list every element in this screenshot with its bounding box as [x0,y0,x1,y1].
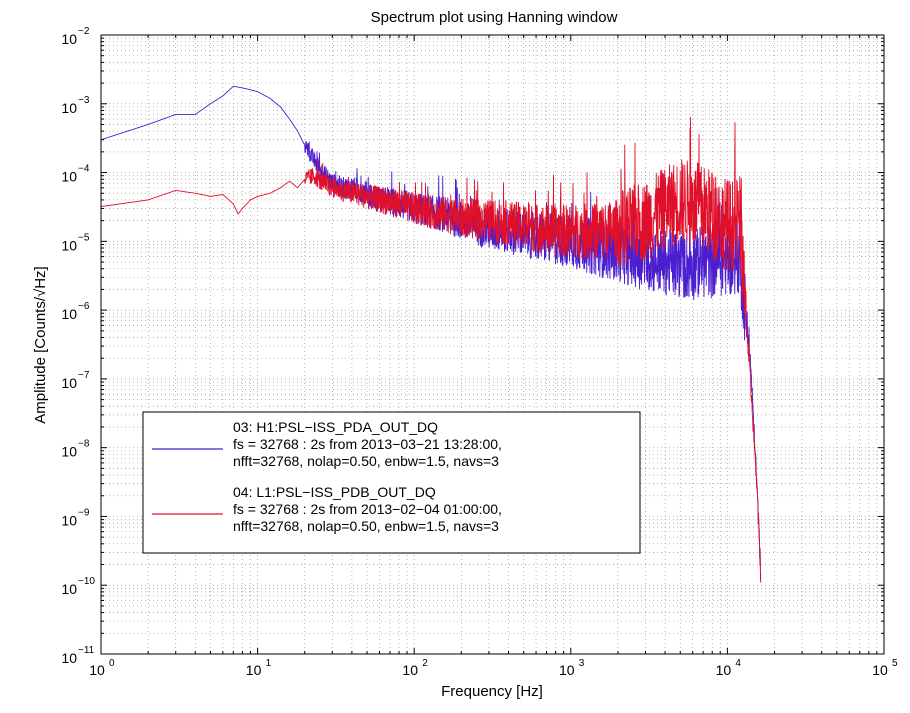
x-tick-label: 10 [402,662,418,678]
y-tick-label: 10 [61,31,77,47]
x-axis-label: Frequency [Hz] [441,683,543,700]
y-tick-label: 10 [61,375,77,391]
y-tick-label-exponent: −8 [78,439,90,450]
legend-text-2-3: nfft=32768, nolap=0.50, enbw=1.5, navs=3 [233,518,499,534]
y-tick-label-exponent: −6 [78,301,90,312]
x-tick-label-exponent: 1 [266,658,272,669]
legend-text-2-2: fs = 32768 : 2s from 2013−02−04 01:00:00… [233,501,502,517]
y-tick-label-exponent: −5 [78,232,90,243]
axis-ticks [100,34,885,655]
y-tick-label-exponent: −11 [78,645,95,656]
y-axis-label: Amplitude [Counts/√Hz] [32,266,49,423]
x-tick-label-exponent: 0 [109,658,115,669]
legend-text-1-1: 03: H1:PSL−ISS_PDA_OUT_DQ [233,419,438,435]
y-tick-label: 10 [61,444,77,460]
y-tick-labels: 10−1110−1010−910−810−710−610−510−410−310… [61,26,95,666]
x-tick-label: 10 [89,662,105,678]
legend-text-1-2: fs = 32768 : 2s from 2013−03−21 13:28:00… [233,436,502,452]
x-tick-label: 10 [872,662,888,678]
y-tick-label: 10 [61,237,77,253]
legend-box [142,411,641,554]
y-tick-label-exponent: −2 [78,26,90,37]
x-tick-label: 10 [559,662,575,678]
x-tick-label-exponent: 2 [422,658,428,669]
y-tick-label: 10 [61,100,77,116]
x-tick-labels: 10 0 10 1 10 2 10 3 10 4 10 5 [89,658,898,678]
chart-title: Spectrum plot using Hanning window [371,9,618,26]
y-tick-label-exponent: −10 [78,576,95,587]
y-tick-label: 10 [61,306,77,322]
y-tick-label-exponent: −7 [78,370,90,381]
x-tick-label-exponent: 4 [735,658,741,669]
x-tick-label-exponent: 3 [579,658,585,669]
plot-area-frame [100,34,885,655]
y-tick-label-exponent: −3 [78,95,90,106]
y-tick-label: 10 [61,512,77,528]
legend-text-1-3: nfft=32768, nolap=0.50, enbw=1.5, navs=3 [233,453,499,469]
x-tick-label-exponent: 5 [892,658,898,669]
series-line-2 [101,116,762,583]
x-tick-label: 10 [246,662,262,678]
y-tick-label-exponent: −4 [78,164,90,175]
y-tick-label: 10 [61,169,77,185]
series-group [101,85,762,583]
x-tick-label: 10 [716,662,732,678]
y-tick-label: 10 [61,581,77,597]
legend-text-2-1: 04: L1:PSL−ISS_PDB_OUT_DQ [233,484,436,500]
y-tick-label-exponent: −9 [78,507,90,518]
y-tick-label: 10 [61,650,77,666]
